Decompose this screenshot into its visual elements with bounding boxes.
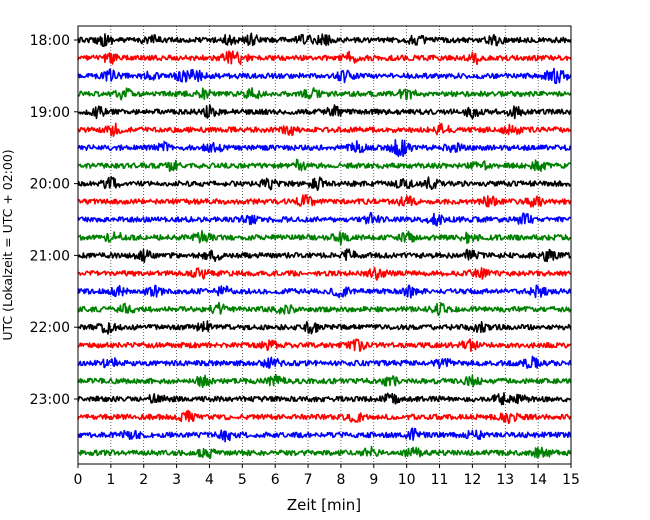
x-tick-label: 13: [496, 472, 514, 488]
trace-line: [77, 320, 572, 335]
trace-line: [77, 229, 572, 246]
y-tick-label: 23:00: [30, 392, 70, 408]
x-tick-label: 12: [463, 472, 481, 488]
x-tick-label: 1: [106, 472, 115, 488]
y-tick-label: 22:00: [30, 320, 70, 336]
trace-line: [77, 427, 572, 443]
x-tick-label: 6: [271, 472, 280, 488]
trace-line: [77, 338, 572, 353]
trace-line: [77, 266, 572, 281]
y-axis-label: UTC (Lokalzeit = UTC + 02:00): [0, 149, 15, 340]
trace-line: [77, 32, 572, 48]
trace-line: [77, 67, 572, 85]
x-axis-label: Zeit [min]: [287, 496, 361, 514]
y-axis-ticks: 18:00 19:00 20:00 21:00 22:00 23:00: [30, 33, 78, 408]
x-tick-label: 14: [529, 472, 547, 488]
x-tick-label: 2: [139, 472, 148, 488]
x-tick-label: 4: [205, 472, 214, 488]
trace-line: [77, 158, 572, 172]
trace-line: [77, 392, 572, 406]
trace-line: [77, 87, 572, 101]
x-axis-ticks: 0 1 2 3 4 5 6 7 8 9 10 11 12 13 14 15: [74, 464, 580, 488]
trace-line: [77, 284, 572, 299]
seismogram-traces: [77, 32, 572, 459]
x-tick-label: 3: [172, 472, 181, 488]
trace-line: [77, 445, 572, 459]
trace-line: [77, 122, 572, 138]
x-tick-label: 5: [238, 472, 247, 488]
y-tick-label: 20:00: [30, 177, 70, 193]
x-tick-label: 7: [304, 472, 313, 488]
y-tick-label: 18:00: [30, 33, 70, 49]
x-tick-label: 0: [74, 472, 83, 488]
trace-line: [77, 176, 572, 191]
trace-line: [77, 355, 572, 370]
trace-line: [77, 301, 572, 317]
x-tick-label: 10: [398, 472, 416, 488]
trace-line: [77, 50, 572, 66]
y-tick-label: 21:00: [30, 248, 70, 264]
trace-line: [77, 104, 572, 120]
plot-frame: [77, 25, 572, 465]
x-tick-label: 11: [431, 472, 449, 488]
trace-line: [77, 409, 572, 425]
trace-line: [77, 139, 572, 158]
x-tick-label: 15: [562, 472, 580, 488]
trace-line: [77, 211, 572, 227]
trace-line: [77, 248, 572, 264]
x-tick-label: 8: [336, 472, 345, 488]
trace-line: [77, 373, 572, 389]
x-tick-label: 9: [369, 472, 378, 488]
trace-line: [77, 194, 572, 208]
y-tick-label: 19:00: [30, 105, 70, 121]
